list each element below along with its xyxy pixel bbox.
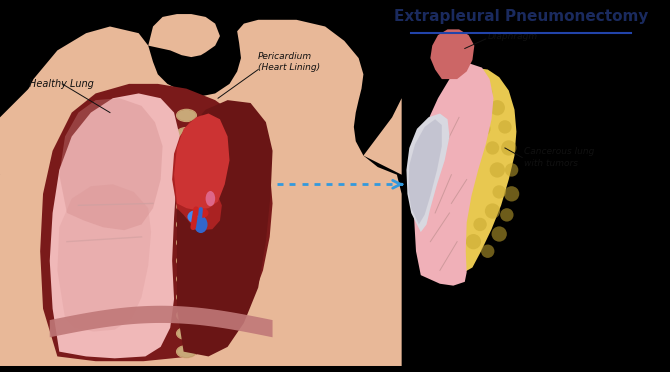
Ellipse shape xyxy=(177,310,196,321)
Ellipse shape xyxy=(467,76,480,90)
Ellipse shape xyxy=(486,141,499,155)
Polygon shape xyxy=(59,98,163,230)
Ellipse shape xyxy=(479,86,492,99)
Ellipse shape xyxy=(177,346,196,357)
Ellipse shape xyxy=(177,128,196,140)
Ellipse shape xyxy=(490,100,505,115)
Ellipse shape xyxy=(481,244,494,258)
Polygon shape xyxy=(363,98,401,175)
Ellipse shape xyxy=(177,328,196,339)
Ellipse shape xyxy=(432,162,448,177)
Ellipse shape xyxy=(474,218,487,231)
Text: Pericardium
(Heart Lining): Pericardium (Heart Lining) xyxy=(258,52,320,72)
Ellipse shape xyxy=(177,273,196,285)
Polygon shape xyxy=(40,84,273,361)
Ellipse shape xyxy=(492,227,507,242)
Ellipse shape xyxy=(176,163,197,177)
Ellipse shape xyxy=(437,115,452,130)
Ellipse shape xyxy=(501,140,517,155)
Polygon shape xyxy=(407,113,450,232)
Ellipse shape xyxy=(177,146,196,157)
Text: Cancerous lung
with tumors: Cancerous lung with tumors xyxy=(524,147,594,167)
Ellipse shape xyxy=(206,191,215,206)
Ellipse shape xyxy=(177,110,196,121)
Polygon shape xyxy=(430,29,474,79)
Ellipse shape xyxy=(445,96,458,110)
Ellipse shape xyxy=(176,109,197,122)
Polygon shape xyxy=(50,306,273,337)
Ellipse shape xyxy=(492,185,506,199)
Polygon shape xyxy=(408,119,442,224)
Ellipse shape xyxy=(177,182,196,194)
Polygon shape xyxy=(177,100,273,356)
Ellipse shape xyxy=(176,218,197,231)
Ellipse shape xyxy=(177,237,196,248)
Ellipse shape xyxy=(176,236,197,249)
Ellipse shape xyxy=(466,234,481,249)
Ellipse shape xyxy=(505,163,519,177)
Ellipse shape xyxy=(177,164,196,176)
Ellipse shape xyxy=(433,140,447,153)
Ellipse shape xyxy=(490,162,505,177)
Ellipse shape xyxy=(177,219,196,230)
Polygon shape xyxy=(0,20,401,366)
Ellipse shape xyxy=(435,189,448,202)
Ellipse shape xyxy=(454,79,468,94)
Ellipse shape xyxy=(500,208,513,222)
Ellipse shape xyxy=(177,291,196,303)
Polygon shape xyxy=(0,79,96,175)
Text: Healthy Lung: Healthy Lung xyxy=(29,79,94,89)
Ellipse shape xyxy=(498,120,512,134)
Text: Diaphragm: Diaphragm xyxy=(488,32,538,41)
Polygon shape xyxy=(148,14,220,57)
Ellipse shape xyxy=(176,309,197,322)
Polygon shape xyxy=(430,68,517,275)
Ellipse shape xyxy=(197,208,208,218)
Ellipse shape xyxy=(194,216,208,233)
Ellipse shape xyxy=(176,127,197,140)
Polygon shape xyxy=(414,64,494,286)
Ellipse shape xyxy=(176,145,197,158)
Ellipse shape xyxy=(504,186,519,202)
Ellipse shape xyxy=(177,201,196,212)
Ellipse shape xyxy=(176,327,197,340)
Ellipse shape xyxy=(176,182,197,195)
Ellipse shape xyxy=(177,255,196,266)
Ellipse shape xyxy=(188,210,204,224)
Polygon shape xyxy=(58,184,151,331)
Text: Extrapleural Pneumonectomy: Extrapleural Pneumonectomy xyxy=(394,9,649,24)
Ellipse shape xyxy=(176,291,197,304)
Ellipse shape xyxy=(452,102,467,117)
Ellipse shape xyxy=(485,203,500,219)
Ellipse shape xyxy=(176,254,197,267)
Ellipse shape xyxy=(176,272,197,286)
Ellipse shape xyxy=(176,200,197,213)
Ellipse shape xyxy=(448,230,462,244)
Ellipse shape xyxy=(440,210,455,225)
Ellipse shape xyxy=(176,345,197,358)
Polygon shape xyxy=(172,115,224,230)
Polygon shape xyxy=(50,93,180,358)
Polygon shape xyxy=(174,113,230,210)
Ellipse shape xyxy=(475,121,490,137)
Ellipse shape xyxy=(464,109,477,122)
